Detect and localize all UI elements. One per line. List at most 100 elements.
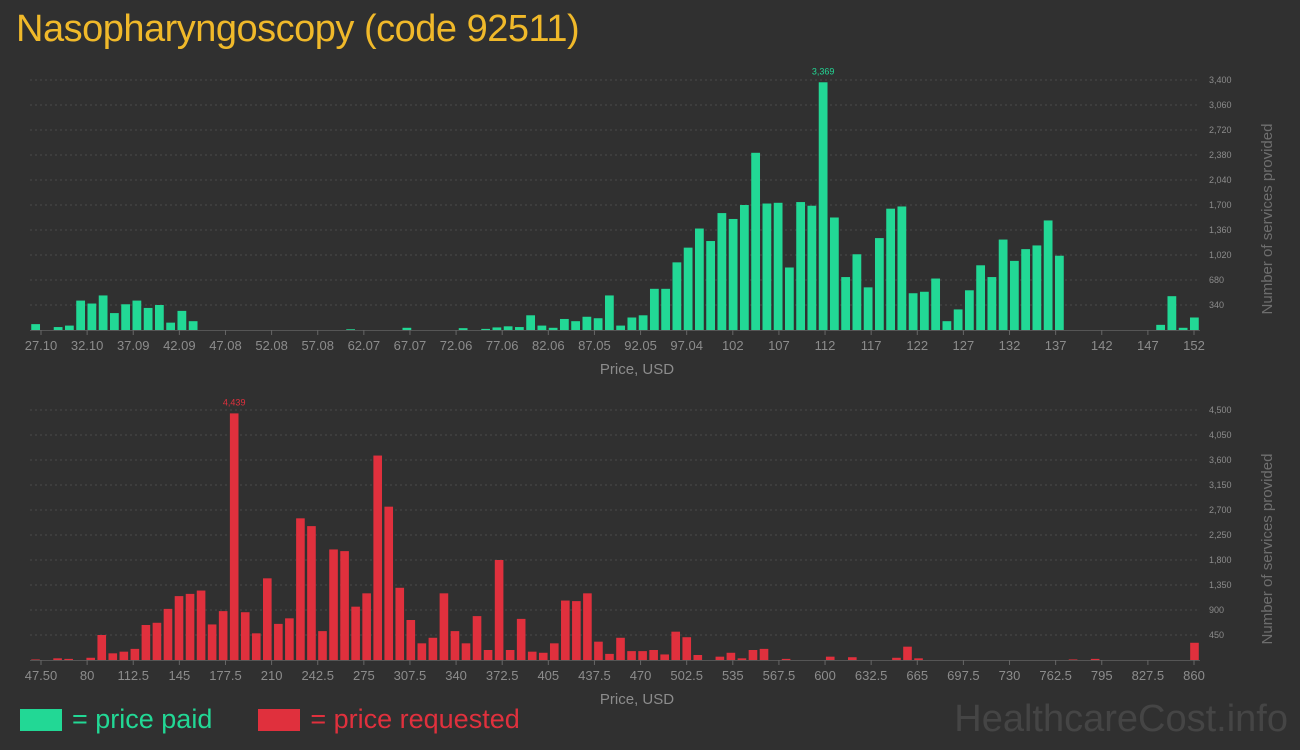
bar bbox=[582, 316, 592, 330]
x-tick-label: 177.5 bbox=[209, 668, 242, 683]
x-tick-label: 97.04 bbox=[670, 338, 703, 353]
y-tick-label: 3,400 bbox=[1209, 75, 1232, 85]
bar bbox=[351, 606, 360, 660]
bar bbox=[825, 656, 835, 660]
bar bbox=[472, 616, 482, 660]
bar bbox=[263, 578, 272, 660]
bar bbox=[86, 657, 96, 660]
bar bbox=[998, 239, 1008, 330]
bar bbox=[98, 295, 108, 330]
bar bbox=[53, 327, 63, 330]
y-tick-label: 2,040 bbox=[1209, 175, 1232, 185]
bar bbox=[796, 202, 806, 330]
page-title: Nasopharyngoscopy (code 92511) bbox=[16, 8, 580, 50]
bar bbox=[119, 651, 129, 660]
x-tick-label: 860 bbox=[1183, 668, 1205, 683]
bar bbox=[109, 313, 119, 330]
y-tick-label: 3,150 bbox=[1209, 480, 1232, 490]
y-tick-label: 1,700 bbox=[1209, 200, 1232, 210]
x-tick-label: 57.08 bbox=[301, 338, 334, 353]
legend-item-requested: = price requested bbox=[258, 704, 520, 735]
bar bbox=[417, 643, 427, 660]
bar bbox=[514, 327, 524, 330]
bar bbox=[762, 203, 772, 330]
x-tick-label: 795 bbox=[1091, 668, 1113, 683]
bar bbox=[717, 213, 727, 330]
bar bbox=[174, 596, 184, 660]
x-tick-label: 242.5 bbox=[301, 668, 334, 683]
x-tick-label: 117 bbox=[861, 338, 882, 353]
bar bbox=[538, 652, 548, 660]
x-tick-label: 92.05 bbox=[624, 338, 657, 353]
x-tick-label: 122 bbox=[906, 338, 928, 353]
bar bbox=[548, 327, 558, 330]
bar bbox=[373, 455, 382, 660]
bar bbox=[1068, 659, 1078, 660]
bar bbox=[516, 618, 526, 660]
x-tick-label: 697.5 bbox=[947, 668, 980, 683]
bar bbox=[97, 635, 107, 660]
x-tick-label: 827.5 bbox=[1132, 668, 1165, 683]
bar bbox=[593, 318, 603, 330]
bar bbox=[505, 650, 515, 660]
bar bbox=[914, 658, 923, 660]
bar bbox=[229, 413, 239, 660]
y-tick-label: 450 bbox=[1209, 630, 1224, 640]
x-tick-label: 80 bbox=[80, 668, 94, 683]
bar bbox=[739, 205, 749, 330]
bar bbox=[461, 643, 471, 660]
bar bbox=[841, 277, 851, 330]
legend-label-paid: = price paid bbox=[72, 704, 213, 734]
x-tick-label: 665 bbox=[906, 668, 928, 683]
bar bbox=[604, 295, 614, 330]
bar bbox=[715, 656, 725, 660]
legend: = price paid = price requested bbox=[20, 704, 566, 735]
bar bbox=[526, 315, 536, 330]
bar bbox=[583, 593, 592, 660]
bar bbox=[1032, 245, 1042, 330]
bar bbox=[908, 293, 918, 330]
bar bbox=[748, 650, 758, 660]
x-tick-label: 372.5 bbox=[486, 668, 519, 683]
x-tick-label: 27.10 bbox=[25, 338, 58, 353]
y-tick-label: 2,720 bbox=[1209, 125, 1232, 135]
bar bbox=[852, 254, 862, 330]
y-tick-label: 4,050 bbox=[1209, 430, 1232, 440]
bar bbox=[132, 300, 142, 330]
y-tick-label: 1,020 bbox=[1209, 250, 1232, 260]
bar bbox=[919, 291, 929, 330]
bar bbox=[141, 625, 151, 660]
bar bbox=[492, 327, 502, 330]
bar bbox=[154, 305, 164, 330]
y-axis-label: Number of services provided bbox=[1259, 454, 1276, 645]
bar bbox=[829, 217, 839, 330]
legend-swatch-paid bbox=[20, 708, 62, 731]
x-axis-label: Price, USD bbox=[600, 691, 674, 708]
bar bbox=[694, 228, 704, 330]
x-tick-label: 37.09 bbox=[117, 338, 150, 353]
x-tick-label: 600 bbox=[814, 668, 836, 683]
y-tick-label: 1,360 bbox=[1209, 225, 1232, 235]
bar bbox=[402, 327, 412, 330]
x-tick-label: 762.5 bbox=[1039, 668, 1072, 683]
x-tick-label: 405 bbox=[537, 668, 559, 683]
bar bbox=[1189, 317, 1199, 330]
bar bbox=[406, 620, 416, 660]
bar bbox=[64, 658, 73, 660]
bar bbox=[188, 321, 198, 330]
bar bbox=[1156, 324, 1166, 330]
x-tick-label: 535 bbox=[722, 668, 744, 683]
bar bbox=[571, 321, 581, 330]
x-tick-label: 632.5 bbox=[855, 668, 888, 683]
bar bbox=[942, 321, 952, 330]
bar bbox=[737, 658, 747, 660]
bar bbox=[395, 587, 405, 660]
bar bbox=[31, 659, 40, 660]
bar bbox=[185, 593, 195, 660]
x-tick-label: 112 bbox=[815, 338, 836, 353]
bar bbox=[76, 300, 86, 330]
x-tick-label: 210 bbox=[261, 668, 283, 683]
x-tick-label: 47.08 bbox=[209, 338, 242, 353]
y-tick-label: 1,800 bbox=[1209, 555, 1232, 565]
